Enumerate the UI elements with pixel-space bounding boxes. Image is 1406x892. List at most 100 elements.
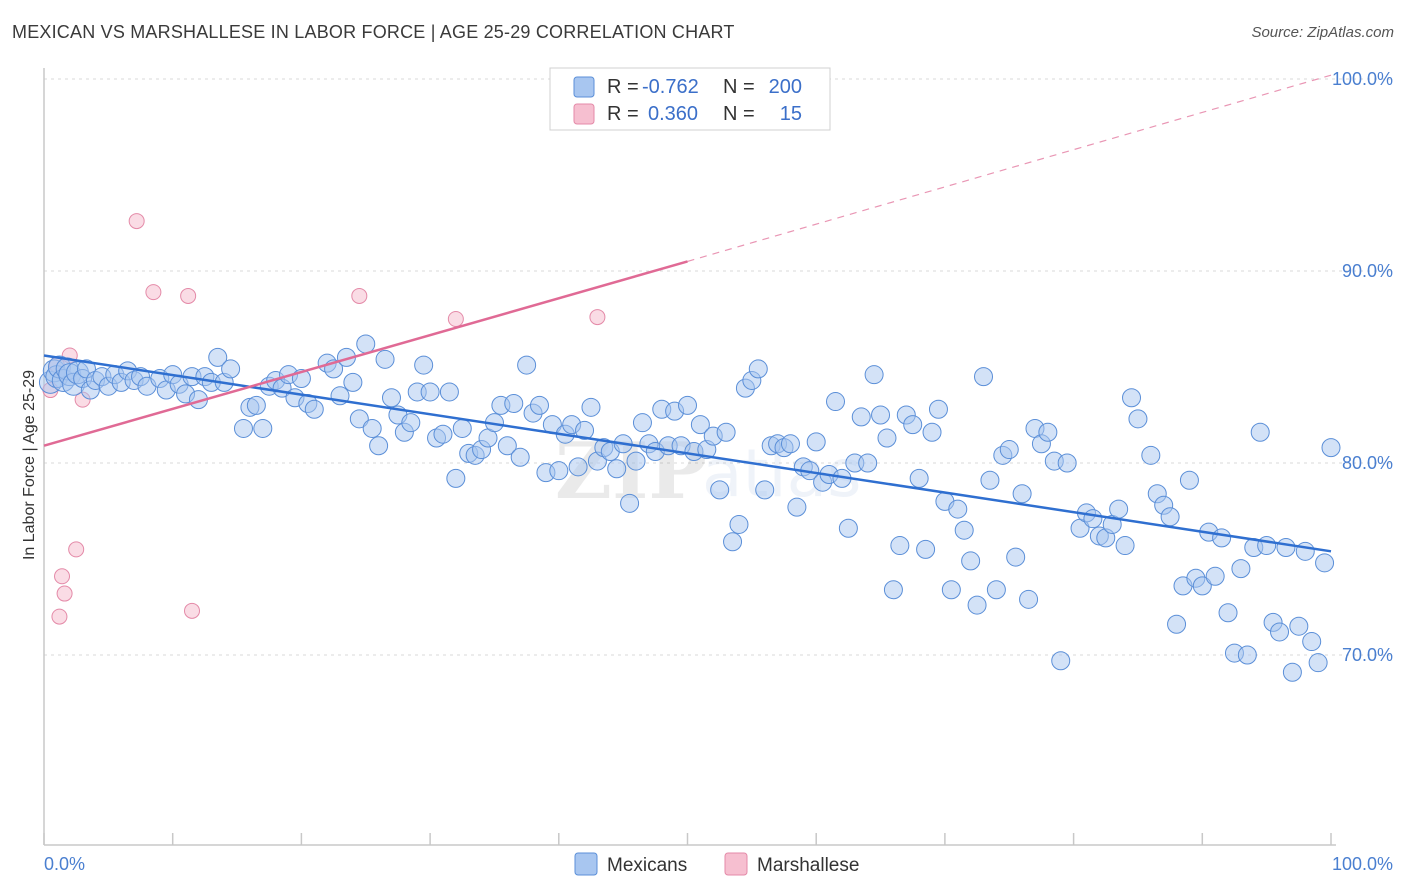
chart-title: MEXICAN VS MARSHALLESE IN LABOR FORCE | … <box>12 22 735 42</box>
mexicans-point <box>1315 553 1335 573</box>
mexicans-point <box>233 418 253 438</box>
mexicans-point <box>877 428 897 448</box>
ticks-layer: 70.0% 80.0% 90.0% 100.0% 0.0% 100.0% <box>44 69 1393 874</box>
mexicans-point <box>1160 507 1180 527</box>
y-tick-label-2: 90.0% <box>1342 261 1393 281</box>
mexicans-point <box>1115 536 1135 556</box>
mexicans-point <box>1302 632 1322 652</box>
mexicans-point <box>954 520 974 540</box>
mexicans-point <box>504 393 524 413</box>
mexicans-trend-line <box>43 354 1332 553</box>
mexicans-point <box>221 359 241 379</box>
marshallese-point <box>447 311 464 327</box>
mexicans-point <box>1308 653 1328 673</box>
mexicans-point <box>581 397 601 417</box>
marshallese-trend-line <box>43 260 688 447</box>
mexicans-point <box>620 493 640 513</box>
legend-n-label-1: N = <box>723 76 755 98</box>
mexicans-point <box>529 395 549 415</box>
mexicans-point <box>922 422 942 442</box>
marshallese-point <box>54 568 71 585</box>
bottom-label-marshallese: Marshallese <box>757 855 859 876</box>
mexicans-point <box>1109 499 1129 519</box>
bottom-swatch-mexicans <box>574 852 598 876</box>
grid-layer <box>44 78 1392 656</box>
legend-swatch-marshallese <box>573 103 595 125</box>
marshallese-point <box>128 213 145 230</box>
mexicans-point <box>568 457 588 477</box>
bottom-label-mexicans: Mexicans <box>607 855 687 876</box>
axis-layer <box>43 68 1336 846</box>
mexicans-point <box>890 536 910 556</box>
mexicans-point <box>446 468 466 488</box>
marshallese-point <box>145 284 162 301</box>
mexicans-point <box>375 349 395 369</box>
mexicans-point <box>961 551 981 571</box>
mexicans-point <box>1167 614 1187 634</box>
mexicans-point <box>1295 541 1315 561</box>
mexicans-point <box>304 399 324 419</box>
mexicans-point <box>549 461 569 481</box>
mexicans-point <box>980 470 1000 490</box>
mexicans-point <box>916 539 936 559</box>
marshallese-point <box>589 309 606 326</box>
mexicans-point <box>1205 566 1225 586</box>
mexicans-point <box>607 459 627 479</box>
mexicans-point <box>999 440 1019 460</box>
marshallese-point <box>351 287 368 304</box>
source-label: Source: ZipAtlas.com <box>1251 24 1394 41</box>
mexicans-point <box>253 418 273 438</box>
mexicans-point <box>826 392 846 412</box>
mexicans-point <box>575 420 595 440</box>
mexicans-point <box>401 413 421 433</box>
mexicans-point <box>1038 422 1058 442</box>
mexicans-point <box>1141 445 1161 465</box>
mexicans-point <box>723 532 743 552</box>
mexicans-point <box>1270 622 1290 642</box>
marshallese-point <box>51 608 68 625</box>
mexicans-point <box>369 436 389 456</box>
marshallese-point <box>68 541 85 558</box>
mexicans-point <box>858 453 878 473</box>
mexicans-point <box>1012 484 1032 504</box>
mexicans-point <box>864 365 884 385</box>
mexicans-point <box>632 413 652 433</box>
mexicans-point <box>710 480 730 500</box>
mexicans-point <box>806 432 826 452</box>
mexicans-point <box>974 367 994 387</box>
mexicans-point <box>1179 470 1199 490</box>
legend-r-label-1: R = <box>607 76 639 98</box>
trend-layer <box>43 74 1332 553</box>
mexicans-point <box>1057 453 1077 473</box>
mexicans-point <box>871 405 891 425</box>
mexicans-point <box>452 418 472 438</box>
mexicans-point <box>903 415 923 435</box>
mexicans-point <box>1250 422 1270 442</box>
mexicans-point <box>780 434 800 454</box>
mexicans-point <box>941 580 961 600</box>
legend-n-value-2: 15 <box>780 103 802 125</box>
mexicans-point <box>787 497 807 517</box>
marshallese-point <box>180 287 197 304</box>
mexicans-point <box>748 359 768 379</box>
mexicans-point <box>1231 559 1251 579</box>
mexicans-point <box>414 355 434 375</box>
mexicans-point <box>343 372 363 392</box>
mexicans-point <box>755 480 775 500</box>
mexicans-point <box>716 422 736 442</box>
y-tick-label-1: 80.0% <box>1342 453 1393 473</box>
marshallese-points <box>42 213 606 625</box>
mexicans-point <box>690 415 710 435</box>
mexicans-point <box>928 399 948 419</box>
y-axis-label: In Labor Force | Age 25-29 <box>21 370 38 560</box>
mexicans-point <box>349 409 369 429</box>
legend-r-value-1: -0.762 <box>642 76 699 98</box>
mexicans-point <box>967 595 987 615</box>
mexicans-point <box>362 418 382 438</box>
mexicans-point <box>1276 537 1296 557</box>
legend-swatch-mexicans <box>573 76 595 98</box>
mexicans-point <box>1257 536 1277 556</box>
series-legend: Mexicans Marshallese <box>574 852 859 876</box>
mexicans-point <box>1237 645 1257 665</box>
